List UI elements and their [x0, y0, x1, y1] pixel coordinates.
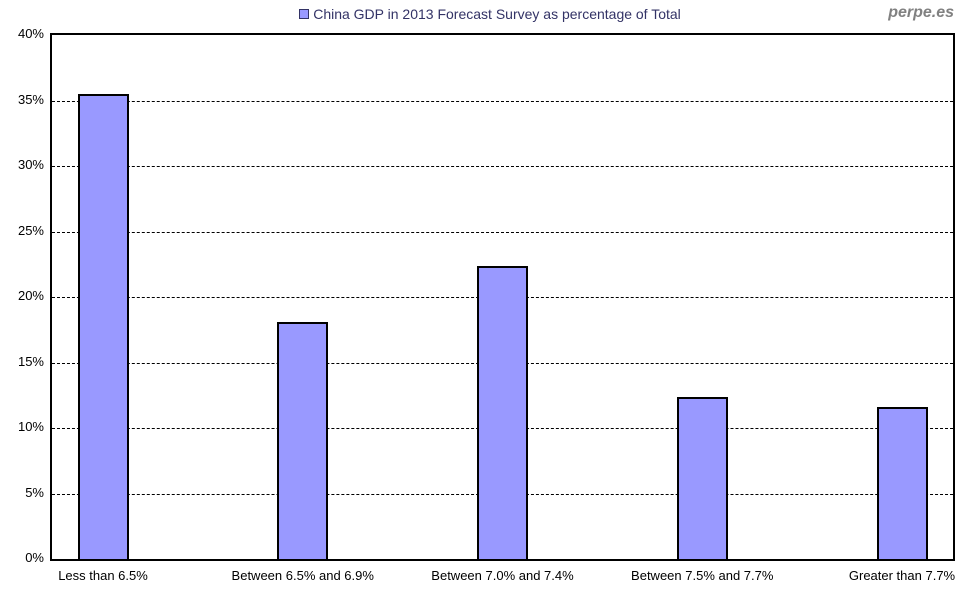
x-axis-label: Between 7.0% and 7.4% — [431, 568, 574, 583]
y-axis-label: 25% — [17, 222, 44, 238]
x-axis-label: Greater than 7.7% — [848, 568, 956, 583]
bar-4 — [676, 397, 728, 559]
y-axis-label: 15% — [17, 353, 44, 369]
chart-legend: China GDP in 2013 Forecast Survey as per… — [0, 6, 980, 22]
y-axis-label: 30% — [17, 157, 44, 172]
bar-5 — [876, 407, 928, 559]
gridline — [52, 166, 953, 167]
bar-3 — [477, 266, 528, 559]
x-axis-label: Less than 6.5% — [58, 568, 148, 583]
y-axis-label: 35% — [17, 91, 44, 107]
plot-area — [50, 33, 955, 561]
gridline — [52, 100, 953, 102]
y-axis-label: 0% — [25, 550, 44, 565]
y-axis-label: 5% — [25, 484, 44, 500]
y-axis-label: 10% — [17, 419, 44, 434]
gridline — [52, 231, 953, 233]
bar-2 — [277, 322, 329, 559]
y-axis-label: 40% — [17, 26, 44, 41]
legend-series-marker-icon — [299, 9, 310, 19]
watermark: perpe.es — [888, 4, 954, 21]
x-axis-label: Between 7.5% and 7.7% — [631, 568, 774, 583]
bar-1 — [77, 94, 129, 559]
y-axis-label: 20% — [17, 288, 44, 303]
chart-title: China GDP in 2013 Forecast Survey as per… — [313, 6, 681, 22]
x-axis-label: Between 6.5% and 6.9% — [231, 568, 374, 583]
